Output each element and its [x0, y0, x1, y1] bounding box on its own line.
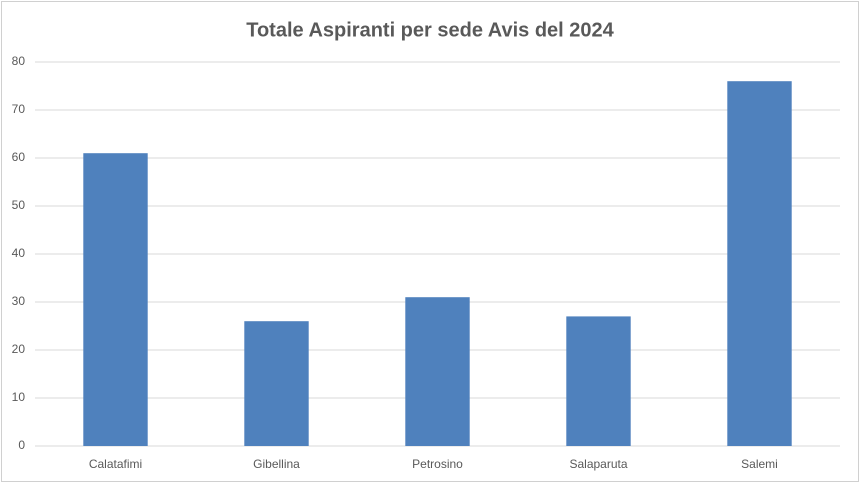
y-tick-label: 80 [12, 54, 26, 68]
y-tick-label: 0 [18, 438, 25, 452]
bar [405, 297, 470, 446]
x-tick-label: Salemi [741, 457, 778, 471]
x-tick-label: Gibellina [253, 457, 300, 471]
y-tick-label: 20 [12, 342, 26, 356]
y-tick-label: 30 [12, 294, 26, 308]
bar [244, 321, 309, 446]
x-tick-label: Calatafimi [89, 457, 142, 471]
x-tick-label: Petrosino [412, 457, 463, 471]
x-tick-label: Salaparuta [569, 457, 627, 471]
y-tick-label: 40 [12, 246, 26, 260]
bar [566, 316, 631, 446]
bar [83, 153, 148, 446]
bar [727, 81, 792, 446]
y-tick-label: 60 [12, 150, 26, 164]
y-tick-label: 10 [12, 390, 26, 404]
y-tick-label: 70 [12, 102, 26, 116]
chart-title: Totale Aspiranti per sede Avis del 2024 [246, 19, 614, 41]
y-tick-label: 50 [12, 198, 26, 212]
